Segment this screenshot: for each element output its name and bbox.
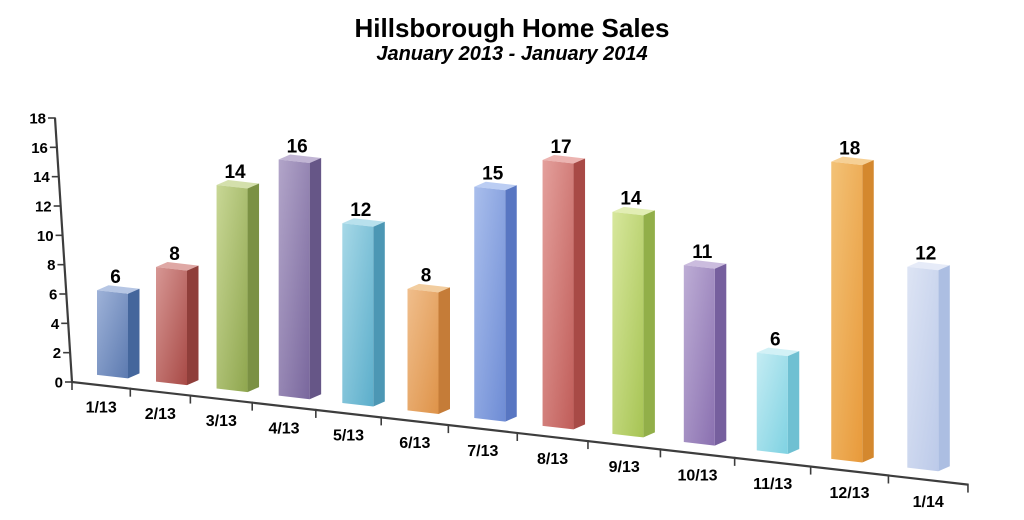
bar-2-13 bbox=[156, 262, 199, 386]
y-axis-tick-label: 10 bbox=[37, 228, 54, 245]
category-label: 11/13 bbox=[753, 476, 792, 493]
bar-side-face bbox=[128, 288, 140, 379]
bar-8-13 bbox=[542, 154, 586, 430]
value-label: 6 bbox=[770, 329, 781, 350]
bar-top-face bbox=[278, 154, 322, 164]
bar-front-face bbox=[156, 267, 187, 386]
bar-6-13 bbox=[407, 283, 450, 414]
bar-side-face bbox=[309, 158, 322, 400]
category-label: 6/13 bbox=[399, 435, 430, 452]
category-label: 1/13 bbox=[86, 399, 117, 416]
bar-1-13 bbox=[97, 285, 140, 379]
chart-subtitle: January 2013 - January 2014 bbox=[376, 43, 648, 65]
value-label: 8 bbox=[169, 244, 180, 265]
bar-10-13 bbox=[683, 260, 727, 446]
value-label: 15 bbox=[482, 164, 504, 185]
y-axis-tick-label: 14 bbox=[33, 169, 50, 186]
bar-top-face bbox=[907, 261, 950, 271]
bar-side-face bbox=[438, 287, 450, 414]
value-label: 12 bbox=[350, 200, 371, 221]
bar-top-face bbox=[542, 154, 586, 164]
bar-11-13 bbox=[756, 347, 800, 454]
category-label: 8/13 bbox=[537, 451, 568, 468]
y-axis-tick-label: 8 bbox=[47, 257, 55, 274]
y-axis-tick-label: 12 bbox=[35, 199, 52, 216]
value-label: 17 bbox=[550, 137, 571, 158]
y-axis-tick-label: 16 bbox=[31, 140, 48, 157]
bar-front-face bbox=[97, 290, 128, 379]
bar-top-face bbox=[756, 347, 800, 357]
bar-front-face bbox=[831, 161, 863, 463]
category-label: 1/14 bbox=[913, 494, 944, 511]
bar-top-face bbox=[216, 179, 260, 189]
bar-5-13 bbox=[342, 218, 385, 407]
y-axis: 0 2 4 6 8 10 12 14 16 18 bbox=[29, 111, 73, 392]
value-label: 16 bbox=[287, 136, 308, 157]
category-label: 7/13 bbox=[467, 443, 498, 460]
bar-front-face bbox=[342, 223, 374, 407]
bar-top-face bbox=[683, 260, 727, 269]
bar-side-face bbox=[373, 221, 385, 407]
y-axis-tick-label: 4 bbox=[51, 316, 60, 333]
bar-side-face bbox=[505, 185, 517, 422]
y-axis-tick-label: 6 bbox=[49, 287, 57, 304]
bar-top-face bbox=[612, 206, 655, 216]
category-label: 12/13 bbox=[830, 485, 870, 502]
category-label: 3/13 bbox=[206, 413, 237, 430]
bar-side-face bbox=[247, 183, 260, 393]
bar-7-13 bbox=[474, 181, 517, 422]
bar-top-face bbox=[831, 156, 874, 166]
value-label: 14 bbox=[620, 189, 642, 210]
bar-top-face bbox=[407, 283, 450, 293]
bar-side-face bbox=[787, 351, 800, 454]
bar-front-face bbox=[407, 288, 439, 414]
bar-front-face bbox=[474, 186, 506, 422]
bar-front-face bbox=[278, 159, 310, 400]
bar-9-13 bbox=[612, 206, 655, 438]
bar-front-face bbox=[216, 184, 248, 393]
value-label: 8 bbox=[421, 266, 432, 287]
value-label: 12 bbox=[915, 244, 936, 265]
bar-3-13 bbox=[216, 179, 260, 393]
value-label: 11 bbox=[692, 242, 713, 263]
bar-front-face bbox=[612, 211, 644, 438]
bar-top-face bbox=[474, 181, 517, 191]
bar-side-face bbox=[573, 158, 586, 430]
category-label: 10/13 bbox=[678, 468, 718, 485]
y-axis-tick-label: 18 bbox=[29, 111, 46, 128]
bar-front-face bbox=[542, 159, 574, 430]
category-label: 5/13 bbox=[333, 428, 364, 445]
category-label: 2/13 bbox=[145, 406, 176, 423]
value-label: 18 bbox=[839, 138, 860, 159]
value-label: 6 bbox=[110, 267, 121, 288]
bar-front-face bbox=[683, 265, 715, 446]
category-label: 4/13 bbox=[268, 420, 299, 437]
y-axis-tick-label: 2 bbox=[53, 345, 61, 362]
value-label: 14 bbox=[224, 162, 246, 183]
bar-top-face bbox=[156, 262, 199, 271]
x-axis-labels: 1/13 2/13 3/13 4/13 5/13 6/13 7/13 8/13 9/13 10/1… bbox=[86, 399, 944, 511]
bar-top-face bbox=[342, 218, 385, 227]
bar-side-face bbox=[714, 263, 727, 446]
bar-side-face bbox=[187, 265, 199, 386]
bar-front-face bbox=[907, 266, 939, 472]
bar-1-14 bbox=[907, 261, 950, 472]
y-axis-tick-label: 0 bbox=[55, 375, 63, 392]
bar-front-face bbox=[756, 352, 788, 454]
bar-side-face bbox=[862, 160, 874, 463]
bar-side-face bbox=[938, 265, 950, 472]
bar-top-face bbox=[97, 285, 140, 294]
bar-4-13 bbox=[278, 154, 322, 400]
x-axis-ticks bbox=[71, 381, 969, 493]
bar-side-face bbox=[643, 210, 655, 438]
category-label: 9/13 bbox=[609, 459, 640, 476]
chart-title: Hillsborough Home Sales bbox=[354, 13, 670, 43]
bar-12-13 bbox=[831, 156, 874, 463]
